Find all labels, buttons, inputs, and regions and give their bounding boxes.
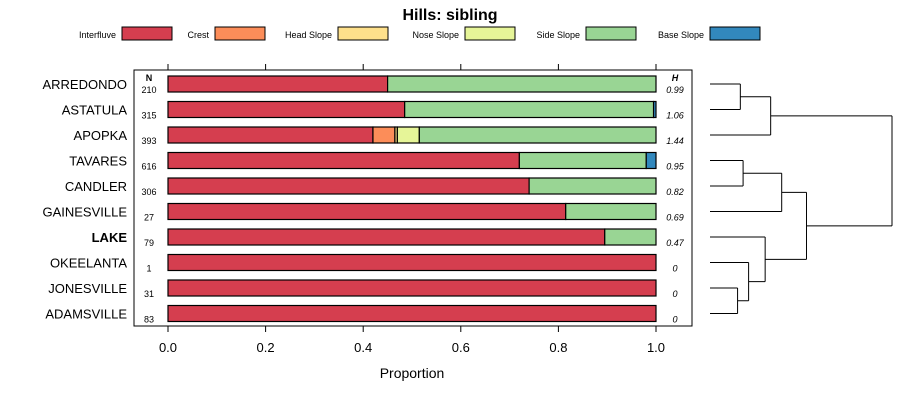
bar-segment-interfluve — [167, 75, 389, 93]
dendrogram — [710, 83, 893, 314]
bar-segment-interfluve — [167, 228, 606, 246]
x-tick-label: 0.0 — [159, 340, 177, 355]
legend-label-side-slope: Side Slope — [536, 30, 580, 40]
category-label: ASTATULA — [62, 103, 128, 118]
bar-segment-side-slope — [518, 151, 647, 170]
n-value: 31 — [144, 289, 154, 299]
n-value: 1 — [146, 264, 151, 274]
bar-row-gainesville: GAINESVILLE 27 0.69 — [42, 202, 684, 223]
h-value: 1.44 — [666, 136, 684, 146]
n-value: 79 — [144, 238, 154, 248]
bar-segment-interfluve — [167, 177, 530, 195]
h-value: 1.06 — [666, 111, 684, 121]
legend-swatch-base-slope — [709, 26, 761, 41]
category-label: TAVARES — [69, 154, 127, 169]
n-value: 306 — [141, 187, 156, 197]
bar-segment-crest — [372, 126, 396, 144]
category-label: GAINESVILLE — [42, 205, 127, 220]
n-header: N — [146, 73, 153, 83]
h-value: 0 — [672, 264, 677, 274]
h-value: 0.99 — [666, 85, 684, 95]
legend-swatch-nose-slope — [464, 26, 516, 41]
bar-row-candler: CANDLER 306 0.82 — [65, 177, 684, 197]
bar-segment-side-slope — [404, 100, 655, 119]
bar-segment-interfluve — [167, 100, 406, 119]
legend-label-base-slope: Base Slope — [658, 30, 704, 40]
h-header: H — [672, 73, 679, 83]
legend-swatch-head-slope — [337, 26, 389, 41]
category-label: OKEELANTA — [50, 256, 127, 271]
n-value: 315 — [141, 111, 156, 121]
n-value: 616 — [141, 162, 156, 172]
bar-row-jonesville: JONESVILLE 31 0 — [48, 279, 678, 299]
bar-segment-side-slope — [565, 202, 657, 221]
x-tick-label: 0.4 — [354, 340, 372, 355]
n-value: 393 — [141, 136, 156, 146]
bar-segment-nose-slope — [396, 126, 420, 144]
category-label: APOPKA — [74, 128, 128, 143]
x-tick-label: 0.8 — [549, 340, 567, 355]
h-value: 0.47 — [666, 238, 685, 248]
plot-frame — [133, 69, 693, 327]
h-value: 0.69 — [666, 213, 684, 223]
legend-label-crest: Crest — [187, 30, 209, 40]
h-value: 0 — [672, 315, 677, 325]
legend: Interfluve Crest Head Slope Nose Slope Side … — [79, 26, 761, 41]
category-label: ADAMSVILLE — [45, 307, 127, 322]
n-value: 27 — [144, 213, 154, 223]
n-value: 83 — [144, 315, 154, 325]
legend-label-head-slope: Head Slope — [285, 30, 332, 40]
x-tick-label: 1.0 — [647, 340, 665, 355]
n-value: 210 — [141, 85, 156, 95]
legend-swatch-side-slope — [585, 26, 637, 41]
legend-label-interfluve: Interfluve — [79, 30, 116, 40]
x-axis-label: Proportion — [380, 365, 445, 381]
legend-swatch-interfluve — [121, 26, 173, 41]
bar-row-lake: LAKE 79 0.47 — [92, 228, 685, 248]
category-label: ARREDONDO — [42, 77, 127, 92]
bar-segment-side-slope — [418, 126, 657, 144]
x-axis: 0.0 0.2 0.4 0.6 0.8 1.0 — [159, 64, 665, 355]
bar-segment-interfluve — [167, 126, 374, 144]
bar-segment-base-slope — [645, 151, 657, 170]
bar-segment-interfluve — [167, 253, 657, 272]
bar-row-adamsville: ADAMSVILLE 83 0 — [45, 304, 678, 325]
bar-segment-interfluve — [167, 151, 520, 170]
bar-segment-interfluve — [167, 202, 567, 221]
bar-segment-side-slope — [604, 228, 657, 246]
bar-row-astatula: ASTATULA 315 1.06 — [62, 100, 684, 121]
bar-row-arredondo: ARREDONDO 210 0.99 — [42, 75, 684, 95]
h-value: 0.95 — [666, 162, 685, 172]
legend-swatch-crest — [214, 26, 266, 41]
h-value: 0.82 — [666, 187, 684, 197]
bar-segment-base-slope — [652, 100, 657, 119]
bar-segment-side-slope — [387, 75, 657, 93]
legend-label-nose-slope: Nose Slope — [412, 30, 459, 40]
bar-segment-side-slope — [528, 177, 657, 195]
h-value: 0 — [672, 289, 677, 299]
category-label: JONESVILLE — [48, 281, 127, 296]
bar-row-apopka: APOPKA 393 1.44 — [74, 126, 684, 146]
bar-segment-interfluve — [167, 279, 657, 297]
x-tick-label: 0.6 — [452, 340, 470, 355]
bar-segment-interfluve — [167, 304, 657, 323]
category-label: LAKE — [92, 230, 128, 245]
x-tick-label: 0.2 — [257, 340, 275, 355]
bar-rows: ARREDONDO 210 0.99 ASTATULA 315 1.06 APOPKA 393… — [42, 75, 685, 325]
bar-row-tavares: TAVARES 616 0.95 — [69, 151, 685, 172]
bar-row-okeelanta: OKEELANTA 1 0 — [50, 253, 678, 274]
chart-title: Hills: sibling — [402, 7, 497, 24]
category-label: CANDLER — [65, 179, 127, 194]
